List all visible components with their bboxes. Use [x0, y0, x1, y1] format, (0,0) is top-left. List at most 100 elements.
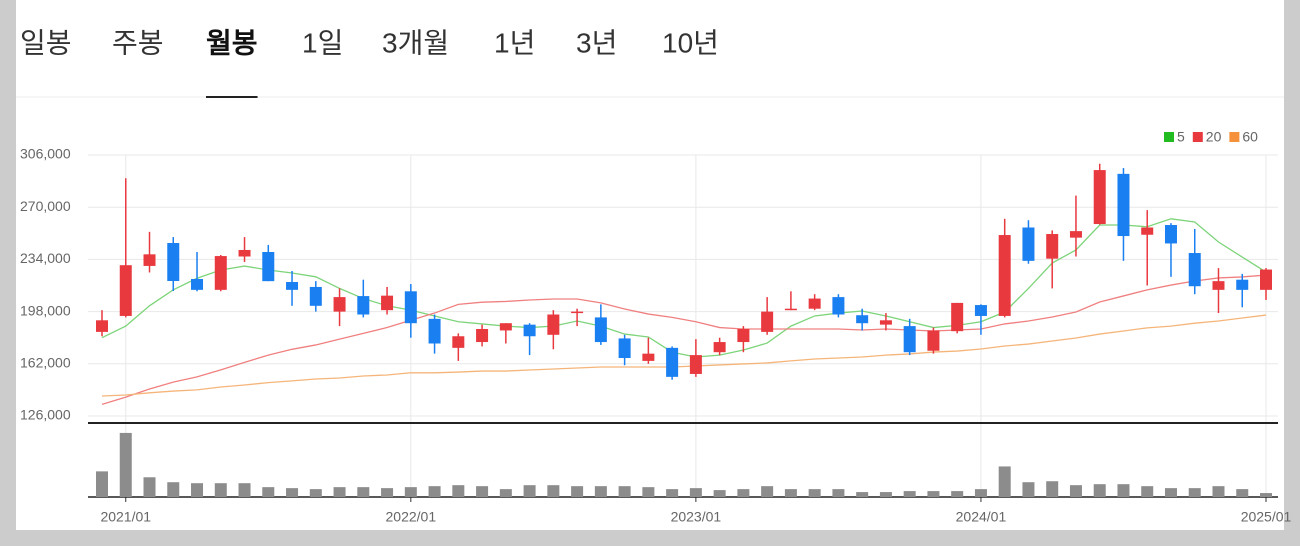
- candle-body: [143, 254, 156, 266]
- volume-bar: [191, 483, 204, 497]
- tab[interactable]: 3개월: [382, 27, 449, 58]
- volume-bar: [309, 489, 322, 497]
- candle-body: [784, 308, 797, 311]
- candle-body: [737, 329, 750, 343]
- candle-body: [974, 305, 987, 316]
- candle-body: [381, 295, 394, 311]
- candle-body: [1046, 234, 1059, 259]
- volume-bar: [594, 486, 607, 497]
- candle-body: [808, 298, 821, 309]
- x-tick-label: 2024/01: [956, 509, 1007, 525]
- volume-bar: [737, 489, 750, 497]
- y-tick-label: 306,000: [20, 146, 71, 162]
- x-tick-label: 2023/01: [671, 509, 722, 525]
- candle-body: [761, 311, 774, 332]
- y-tick-label: 270,000: [20, 198, 71, 214]
- candle-body: [666, 347, 679, 377]
- moving-average-line: [101, 314, 1267, 397]
- candle-body: [1212, 281, 1225, 290]
- volume-bar: [832, 489, 845, 497]
- candle-body: [927, 330, 940, 351]
- x-tick-label: 2021/01: [100, 509, 151, 525]
- candle-body: [214, 256, 227, 290]
- candle-body: [903, 326, 916, 353]
- y-tick-label: 162,000: [20, 355, 71, 371]
- candle-body: [191, 278, 204, 290]
- moving-average-line: [101, 218, 1267, 358]
- volume-bar: [547, 485, 560, 497]
- volume-bar: [499, 489, 512, 497]
- tab[interactable]: 주봉: [112, 27, 164, 58]
- volume-bar: [119, 432, 132, 497]
- candle-body: [1022, 227, 1035, 261]
- volume-bar: [927, 491, 940, 497]
- candle-body: [286, 282, 299, 290]
- volume-bar: [1069, 485, 1082, 497]
- panel: [16, 0, 1284, 530]
- volume-bar: [713, 490, 726, 497]
- candle-body: [119, 265, 132, 316]
- candle-body: [262, 252, 275, 282]
- volume-bar: [998, 466, 1011, 497]
- volume-bar: [951, 491, 964, 497]
- volume-bar: [96, 471, 108, 497]
- legend-label: 5: [1177, 129, 1185, 145]
- volume-bar: [1236, 489, 1249, 497]
- candle-body: [1117, 173, 1130, 237]
- volume-bar: [784, 489, 797, 497]
- volume-bar: [1046, 481, 1059, 497]
- tab[interactable]: 10년: [662, 27, 719, 58]
- candle-body: [309, 286, 322, 306]
- volume-bar: [143, 477, 156, 497]
- volume-bar: [1117, 484, 1130, 497]
- volume-bar: [238, 483, 251, 497]
- volume-bar: [214, 483, 227, 497]
- volume-bar: [452, 485, 465, 497]
- volume-bar: [761, 486, 774, 497]
- volume-bar: [1260, 493, 1272, 497]
- candle-body: [167, 243, 180, 282]
- candle-body: [499, 323, 512, 331]
- volume-bar: [1164, 488, 1177, 497]
- candle-body: [238, 249, 251, 257]
- tab[interactable]: 일봉: [20, 27, 72, 58]
- volume-bar: [167, 482, 180, 497]
- candle-body: [357, 296, 370, 315]
- y-tick-label: 126,000: [20, 407, 71, 423]
- volume-bar: [571, 486, 584, 497]
- tab[interactable]: 3년: [576, 27, 617, 58]
- legend-swatch: [1229, 132, 1240, 142]
- volume-bar: [1141, 486, 1154, 497]
- candle-body: [1236, 279, 1249, 290]
- candle-body: [642, 353, 655, 361]
- tab[interactable]: 1년: [494, 27, 535, 58]
- candle-body: [404, 291, 417, 324]
- candle-body: [1188, 253, 1201, 287]
- x-tick-label: 2022/01: [386, 509, 437, 525]
- volume-bar: [666, 489, 679, 497]
- legend-label: 60: [1242, 129, 1258, 145]
- candle-body: [1141, 227, 1154, 235]
- volume-bar: [262, 487, 275, 497]
- volume-bar: [903, 491, 916, 497]
- candle-body: [523, 324, 536, 337]
- candle-body: [832, 297, 845, 315]
- candle-body: [594, 317, 607, 343]
- volume-bar: [879, 492, 892, 497]
- volume-bar: [357, 487, 370, 497]
- tab[interactable]: 1일: [302, 27, 343, 58]
- volume-bar: [974, 489, 987, 497]
- candle-body: [1164, 225, 1177, 244]
- candle-body: [951, 302, 964, 332]
- legend-swatch: [1192, 132, 1203, 142]
- volume-bar: [404, 487, 417, 497]
- volume-bar: [476, 486, 489, 497]
- volume-bar: [689, 488, 702, 497]
- volume-bar: [1022, 482, 1035, 497]
- volume-bar: [1212, 486, 1225, 497]
- tab[interactable]: 월봉: [206, 27, 258, 58]
- candle-body: [547, 314, 560, 335]
- candle-body: [333, 297, 346, 312]
